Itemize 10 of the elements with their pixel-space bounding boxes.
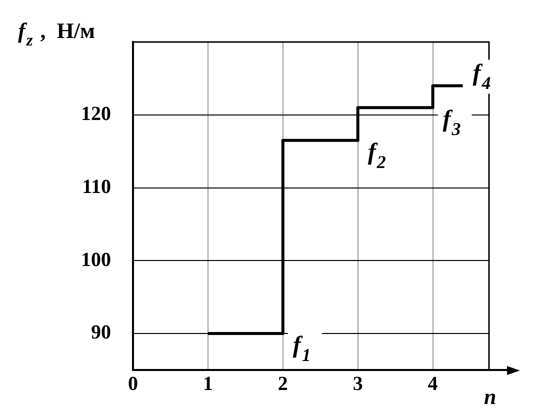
x-tick-label: 0 — [128, 373, 138, 396]
y-tick-label: 120 — [81, 103, 111, 126]
y-tick-label: 100 — [81, 248, 111, 271]
y-tick-label: 90 — [91, 322, 111, 344]
x-tick-label: 3 — [352, 373, 363, 396]
x-axis-title: n — [484, 384, 496, 409]
y-tick-label: 110 — [82, 176, 111, 198]
x-tick-label: 2 — [278, 373, 288, 396]
x-tick-label: 4 — [428, 373, 438, 396]
x-tick-label: 1 — [202, 373, 213, 396]
